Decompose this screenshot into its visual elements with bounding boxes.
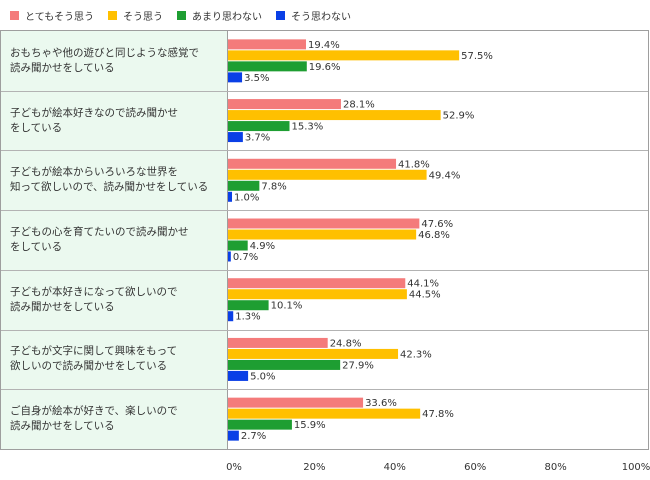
data-label-0-0: 19.4% — [308, 40, 340, 51]
legend-label-0: とてもそう思う — [25, 11, 94, 23]
bar-5-2 — [228, 359, 341, 370]
bar-3-2 — [228, 240, 248, 251]
row-divider — [1, 90, 648, 92]
x-tick-label-1: 20% — [303, 462, 325, 473]
bar-3-0 — [228, 218, 420, 229]
bar-1-0 — [228, 99, 341, 110]
bar-6-3 — [228, 430, 239, 441]
data-label-0-3: 3.5% — [244, 73, 269, 84]
bar-0-0 — [228, 39, 306, 50]
legend-item-0: とてもそう思う — [10, 8, 94, 23]
x-tick-label-2: 40% — [384, 462, 406, 473]
bar-6-0 — [228, 397, 364, 408]
bar-4-2 — [228, 300, 269, 311]
legend-item-2: あまり思わない — [177, 8, 262, 23]
row-divider — [1, 269, 648, 271]
bar-5-1 — [228, 348, 399, 359]
bar-0-3 — [228, 72, 243, 83]
row-divider — [1, 150, 648, 152]
legend-label-3: そう思わない — [291, 11, 351, 23]
data-label-6-0: 33.6% — [365, 398, 397, 409]
x-tick-label-0: 0% — [226, 462, 242, 473]
data-label-3-0: 47.6% — [421, 219, 453, 230]
data-label-6-3: 2.7% — [241, 431, 266, 442]
bar-3-3 — [228, 251, 231, 262]
bar-2-1 — [228, 169, 427, 180]
data-label-1-1: 52.9% — [443, 111, 475, 122]
legend-item-3: そう思わない — [276, 8, 351, 23]
bar-5-3 — [228, 370, 249, 381]
bar-4-0 — [228, 278, 406, 289]
legend: とてもそう思う そう思う あまり思わない そう思わない — [10, 8, 351, 23]
bar-5-0 — [228, 337, 328, 348]
bar-3-1 — [228, 229, 417, 240]
bar-2-2 — [228, 180, 260, 191]
bar-6-2 — [228, 419, 292, 430]
category-label-2: 子どもが絵本からいろいろな世界を 知って欲しいので、読み聞かせをしている — [10, 166, 209, 194]
data-label-6-1: 47.8% — [422, 409, 454, 420]
data-label-1-2: 15.3% — [292, 122, 324, 133]
data-label-5-3: 5.0% — [250, 371, 275, 382]
row-divider — [1, 329, 648, 331]
category-label-3: 子どもの心を育てたいので読み聞かせ をしている — [10, 225, 189, 253]
data-label-3-1: 46.8% — [418, 230, 450, 241]
data-label-5-2: 27.9% — [342, 360, 374, 371]
legend-label-2: あまり思わない — [192, 11, 262, 23]
data-label-2-1: 49.4% — [429, 170, 461, 181]
bar-2-0 — [228, 158, 397, 169]
data-label-2-2: 7.8% — [261, 181, 286, 192]
x-tick-label-3: 60% — [464, 462, 486, 473]
bar-4-3 — [228, 311, 234, 322]
legend-swatch-2 — [177, 10, 186, 20]
category-label-4: 子どもが本好きになって欲しいので 読み聞かせをしている — [10, 285, 178, 313]
data-label-3-3: 0.7% — [233, 252, 258, 263]
legend-swatch-0 — [10, 10, 19, 20]
row-divider — [1, 389, 648, 391]
data-label-4-2: 10.1% — [271, 301, 303, 312]
data-label-5-0: 24.8% — [330, 338, 362, 349]
bar-1-3 — [228, 132, 243, 143]
data-label-0-1: 57.5% — [461, 51, 493, 62]
chart-frame — [0, 30, 649, 450]
data-label-6-2: 15.9% — [294, 420, 326, 431]
label-panel-divider — [227, 31, 228, 449]
data-label-1-3: 3.7% — [245, 133, 270, 144]
category-label-0: おもちゃや他の遊びと同じような感覚で 読み聞かせをしている — [10, 46, 199, 74]
legend-label-1: そう思う — [123, 11, 163, 23]
data-label-3-2: 4.9% — [250, 241, 275, 252]
data-label-1-0: 28.1% — [343, 100, 375, 111]
data-label-4-3: 1.3% — [235, 312, 260, 323]
legend-item-1: そう思う — [108, 8, 163, 23]
category-label-5: 子どもが文字に関して興味をもって 欲しいので読み聞かせをしている — [10, 345, 178, 373]
bar-1-2 — [228, 121, 290, 132]
data-label-4-0: 44.1% — [407, 279, 439, 290]
data-label-0-2: 19.6% — [309, 62, 341, 73]
bar-2-3 — [228, 191, 233, 202]
bar-6-1 — [228, 408, 421, 419]
data-label-5-1: 42.3% — [400, 349, 432, 360]
x-tick-label-4: 80% — [544, 462, 566, 473]
data-label-2-0: 41.8% — [398, 159, 430, 170]
legend-swatch-3 — [276, 10, 285, 20]
bar-1-1 — [228, 110, 441, 121]
data-label-2-3: 1.0% — [234, 192, 259, 203]
category-label-1: 子どもが絵本好きなので読み聞かせ をしている — [10, 106, 178, 134]
category-label-panel — [1, 31, 227, 449]
x-tick-label-5: 100% — [622, 462, 650, 473]
legend-swatch-1 — [108, 10, 117, 20]
bar-4-1 — [228, 289, 407, 300]
bar-0-2 — [228, 61, 307, 72]
data-label-4-1: 44.5% — [409, 290, 441, 301]
bar-0-1 — [228, 50, 460, 61]
row-divider — [1, 210, 648, 212]
category-label-6: ご自身が絵本が好きで、楽しいので 読み聞かせをしている — [10, 405, 178, 433]
